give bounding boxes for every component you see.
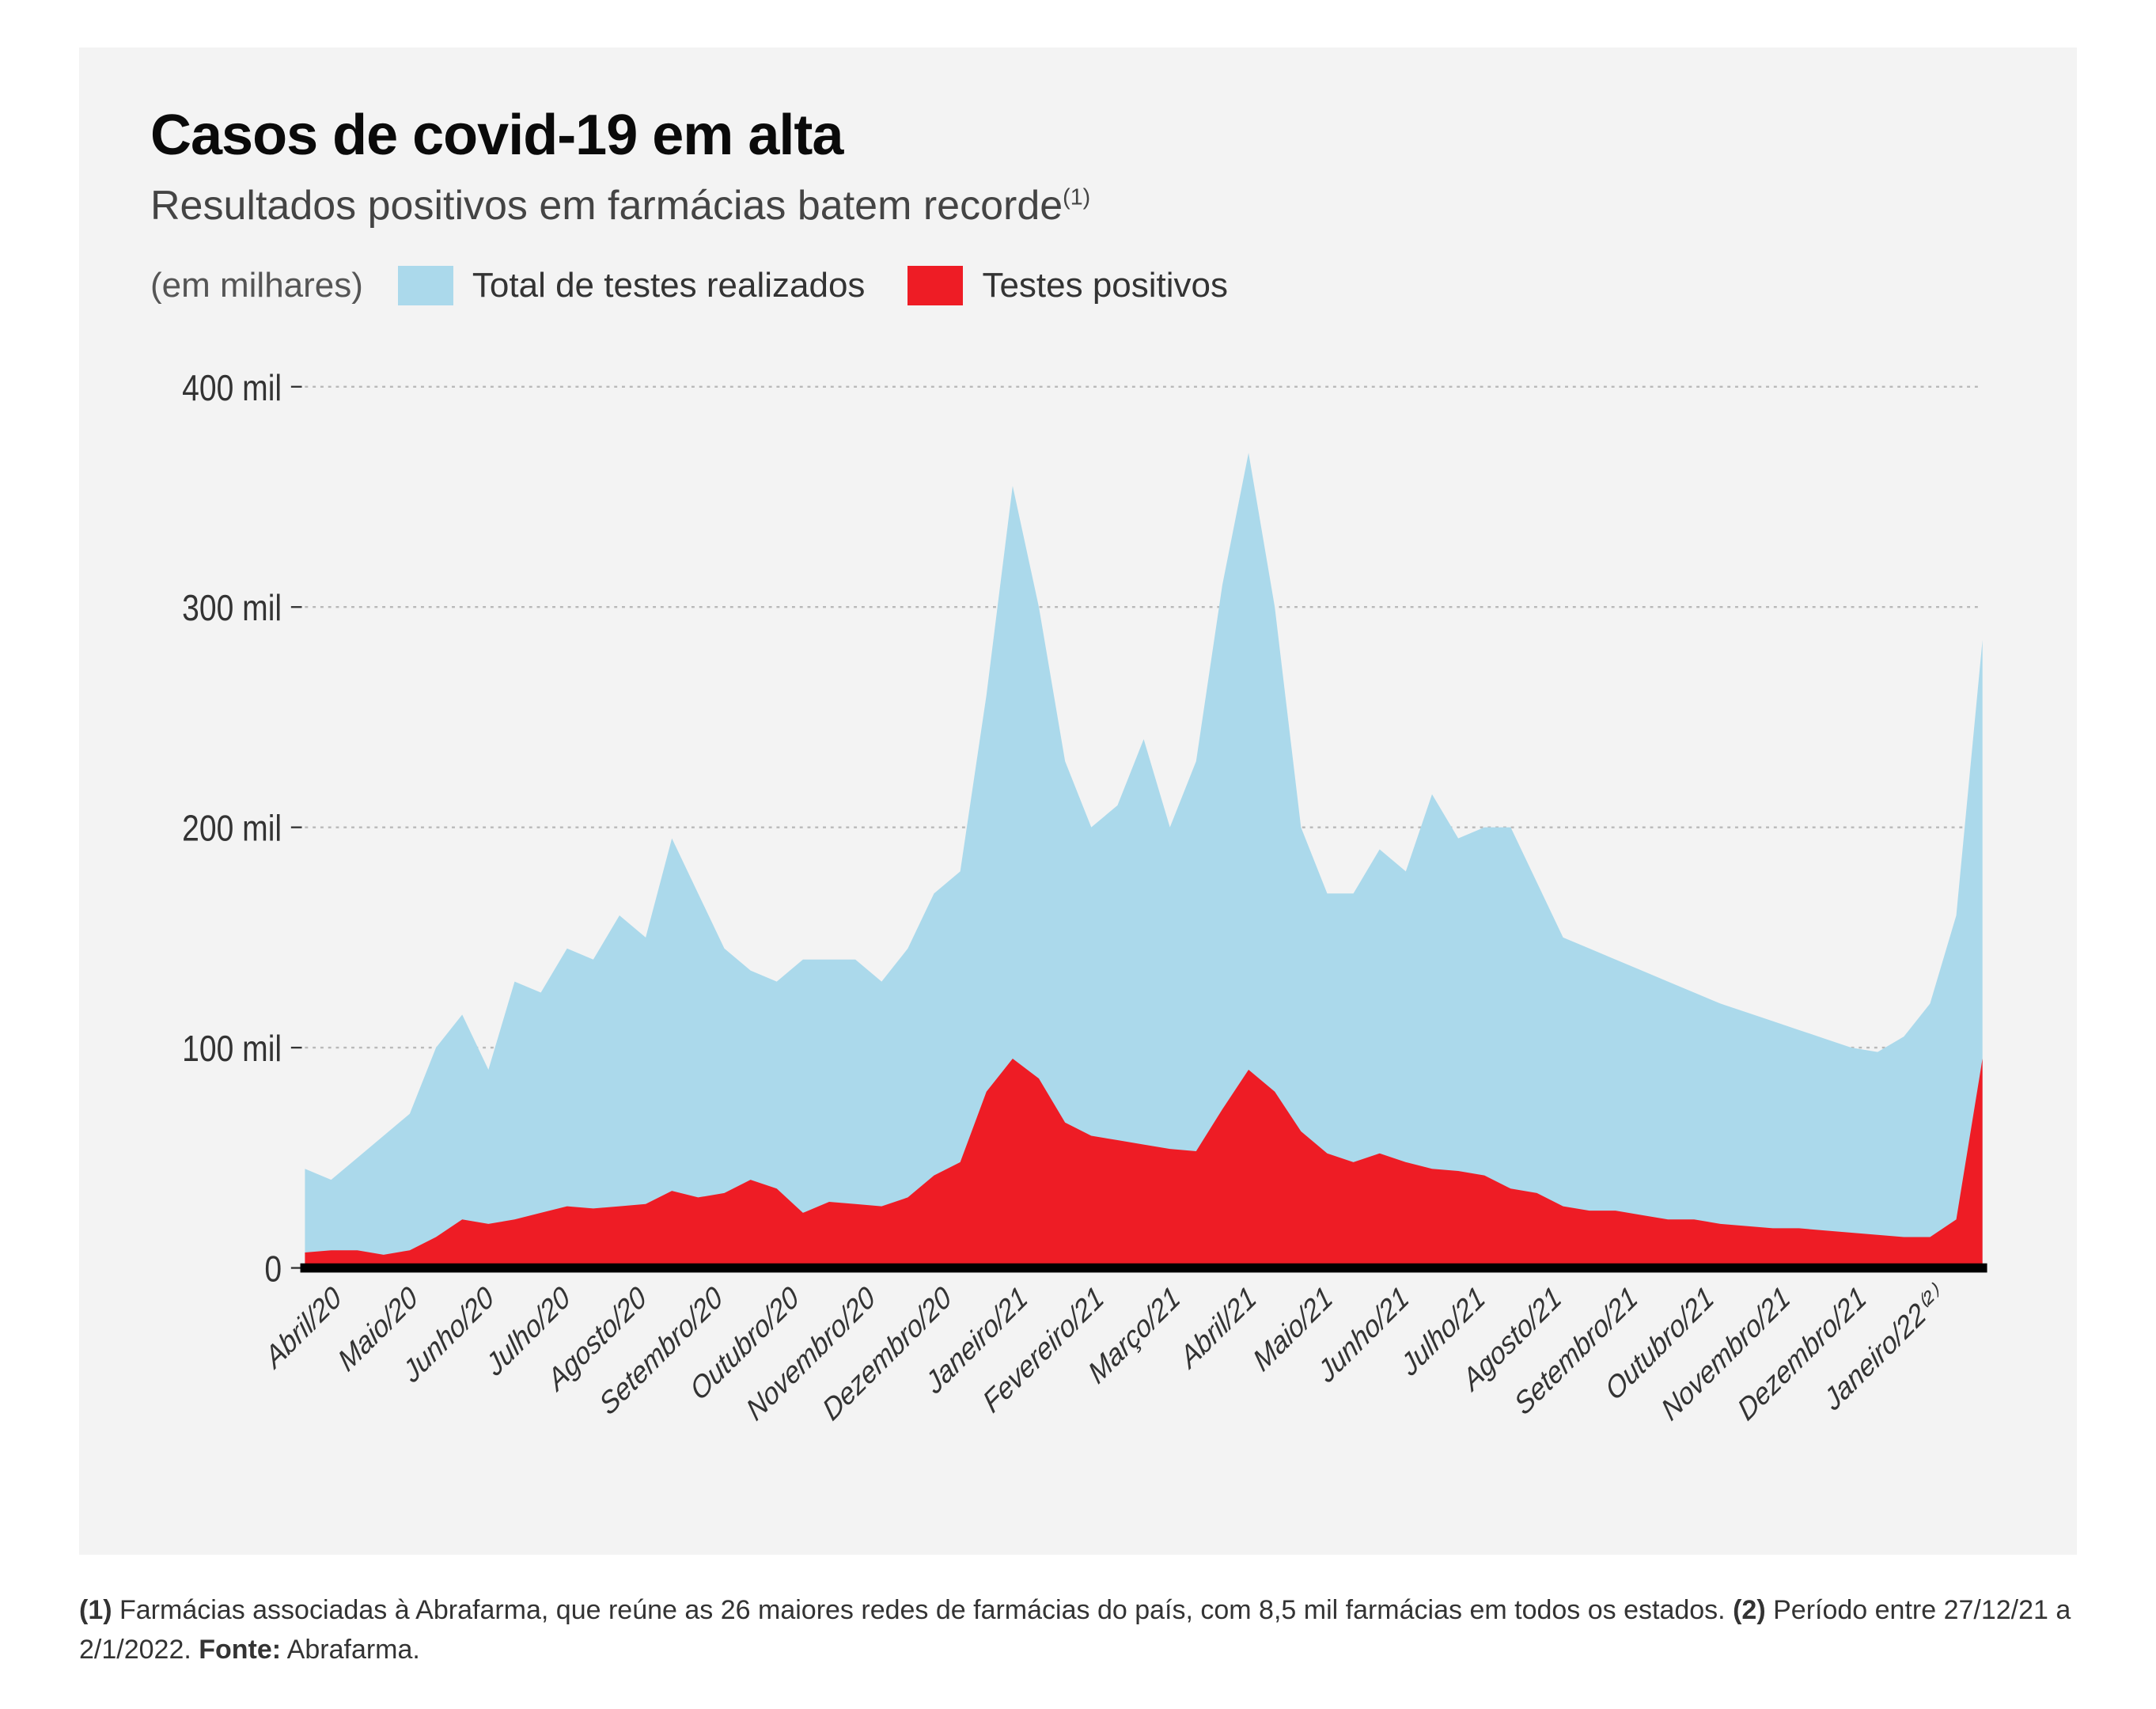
ytick-label: 300 mil <box>182 588 282 629</box>
ytick-label: 200 mil <box>182 808 282 849</box>
chart-subtitle: Resultados positivos em farmácias batem … <box>150 182 2006 229</box>
chart-card: Casos de covid-19 em alta Resultados pos… <box>79 47 2077 1555</box>
chart-title: Casos de covid-19 em alta <box>150 103 2006 168</box>
legend-unit: (em milhares) <box>150 266 363 305</box>
footnote: (1) Farmácias associadas à Abrafarma, qu… <box>79 1591 2077 1669</box>
legend-label-positive: Testes positivos <box>982 266 1228 305</box>
footnote-1-text: Farmácias associadas à Abrafarma, que re… <box>112 1595 1734 1625</box>
xtick-label: Dezembro/21 <box>1732 1279 1872 1427</box>
page: Casos de covid-19 em alta Resultados pos… <box>0 0 2156 1709</box>
footnote-source-text: Abrafarma. <box>281 1635 420 1665</box>
legend-swatch-total <box>398 266 453 305</box>
footnote-1-label: (1) <box>79 1595 112 1625</box>
ytick-label: 0 <box>264 1249 282 1290</box>
xtick-label: Abril/21 <box>1173 1279 1262 1376</box>
legend-label-total: Total de testes realizados <box>472 266 866 305</box>
xtick-label: Dezembro/20 <box>817 1279 957 1427</box>
area-chart-svg: 0100 mil200 mil300 mil400 milAbril/20Mai… <box>150 337 2006 1507</box>
footnote-2-label: (2) <box>1733 1595 1766 1625</box>
legend: (em milhares) Total de testes realizados… <box>150 266 2006 305</box>
ytick-label: 400 mil <box>182 368 282 409</box>
subtitle-sup: (1) <box>1063 185 1090 210</box>
chart-area: 0100 mil200 mil300 mil400 milAbril/20Mai… <box>150 337 2006 1507</box>
xtick-label: Novembro/20 <box>741 1279 881 1427</box>
xtick-label: Abril/20 <box>259 1279 347 1376</box>
ytick-label: 100 mil <box>182 1029 282 1070</box>
xtick-label: Novembro/21 <box>1656 1279 1796 1427</box>
subtitle-text: Resultados positivos em farmácias batem … <box>150 183 1063 229</box>
legend-swatch-positive <box>907 266 963 305</box>
footnote-source-label: Fonte: <box>199 1635 281 1665</box>
